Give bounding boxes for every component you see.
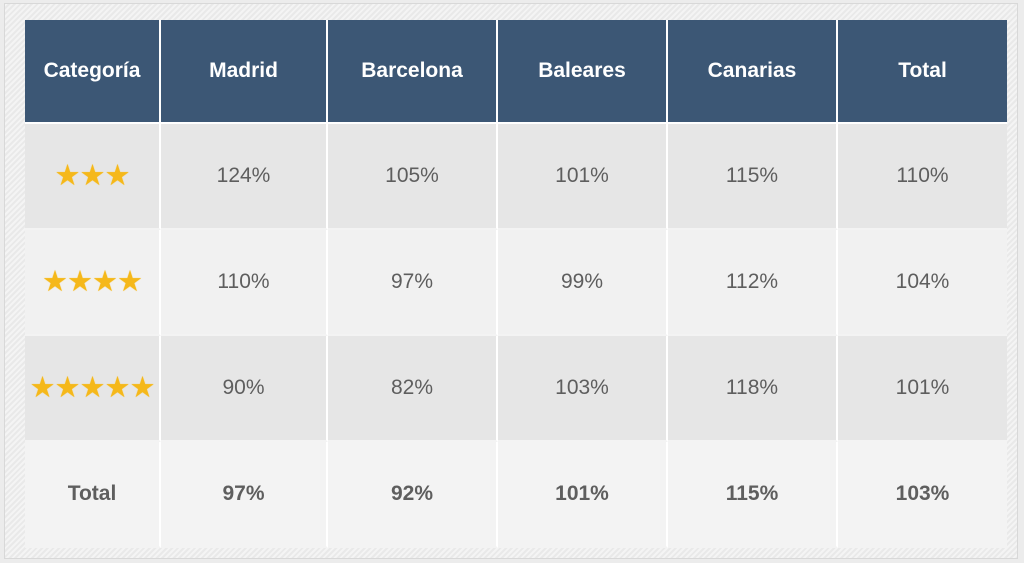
table-cell: 99% bbox=[498, 230, 668, 336]
table-cell: 82% bbox=[328, 336, 498, 442]
table-cell: 118% bbox=[668, 336, 838, 442]
header-categoria: Categoría bbox=[25, 20, 161, 124]
table-cell: 97% bbox=[328, 230, 498, 336]
table-row: ★★★★ 110% 97% 99% 112% 104% bbox=[25, 230, 1007, 336]
table-cell: 110% bbox=[838, 124, 1007, 230]
header-total: Total bbox=[838, 20, 1007, 124]
total-cell: 97% bbox=[161, 442, 328, 548]
table-row: ★★★★★ 90% 82% 103% 118% 101% bbox=[25, 336, 1007, 442]
category-cell: ★★★★ bbox=[25, 230, 161, 336]
table-cell: 115% bbox=[668, 124, 838, 230]
table-cell: 104% bbox=[838, 230, 1007, 336]
star-icon: ★★★★ bbox=[42, 265, 143, 298]
total-cell: 115% bbox=[668, 442, 838, 548]
star-icon: ★★★ bbox=[54, 159, 131, 192]
total-row: Total 97% 92% 101% 115% 103% bbox=[25, 442, 1007, 548]
header-canarias: Canarias bbox=[668, 20, 838, 124]
total-cell: 92% bbox=[328, 442, 498, 548]
header-baleares: Baleares bbox=[498, 20, 668, 124]
table-cell: 90% bbox=[161, 336, 328, 442]
table-cell: 110% bbox=[161, 230, 328, 336]
header-madrid: Madrid bbox=[161, 20, 328, 124]
table-cell: 101% bbox=[498, 124, 668, 230]
table-cell: 101% bbox=[838, 336, 1007, 442]
image-frame: Categoría Madrid Barcelona Baleares Cana… bbox=[4, 3, 1018, 559]
occupancy-table: Categoría Madrid Barcelona Baleares Cana… bbox=[25, 20, 1007, 548]
table-cell: 124% bbox=[161, 124, 328, 230]
category-cell: ★★★ bbox=[25, 124, 161, 230]
total-cell: 103% bbox=[838, 442, 1007, 548]
header-barcelona: Barcelona bbox=[328, 20, 498, 124]
table-row: ★★★ 124% 105% 101% 115% 110% bbox=[25, 124, 1007, 230]
category-cell: ★★★★★ bbox=[25, 336, 161, 442]
total-cell: 101% bbox=[498, 442, 668, 548]
table-cell: 105% bbox=[328, 124, 498, 230]
total-label: Total bbox=[25, 442, 161, 548]
table-cell: 103% bbox=[498, 336, 668, 442]
header-row: Categoría Madrid Barcelona Baleares Cana… bbox=[25, 20, 1007, 124]
star-icon: ★★★★★ bbox=[29, 371, 156, 404]
table-cell: 112% bbox=[668, 230, 838, 336]
